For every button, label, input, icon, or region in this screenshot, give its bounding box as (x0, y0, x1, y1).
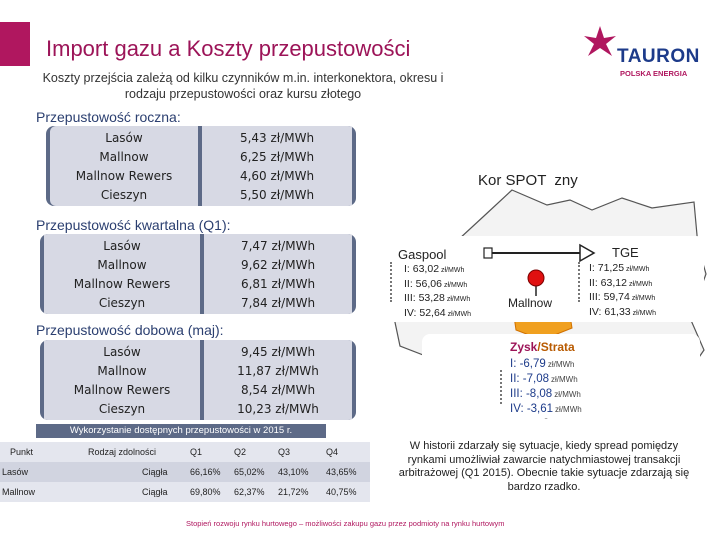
table-row: Mallnow Ciągła 69,80% 62,37% 21,72% 40,7… (0, 482, 370, 502)
usage-table-caption: Wykorzystanie dostępnych przepustowości … (36, 424, 326, 438)
point-name: Mallnow Rewers (73, 276, 171, 291)
table-cell: 43,10% (278, 467, 309, 477)
column-header: Rodzaj zdolności (70, 442, 188, 462)
cost-value: 9,62 zł/MWh (240, 257, 316, 272)
daily-costs: 9,45 zł/MWh 11,87 zł/MWh 8,54 zł/MWh 10,… (204, 340, 352, 420)
profit-loss-card (422, 334, 700, 418)
tauron-logo-mark (584, 26, 616, 56)
logo-subline: POLSKA ENERGIA (620, 69, 688, 78)
table-cell: 62,37% (234, 487, 265, 497)
table-cell: 66,16% (190, 467, 221, 477)
daily-capacity-box: Lasów Mallnow Mallnow Rewers Cieszyn 9,4… (40, 340, 356, 420)
point-name: Mallnow Rewers (75, 168, 173, 183)
accent-bar (0, 22, 30, 66)
annual-capacity-box: Lasów Mallnow Mallnow Rewers Cieszyn 5,4… (46, 126, 356, 206)
quarterly-capacity-label: Przepustowość kwartalna (Q1): (36, 217, 231, 233)
point-name: Lasów (105, 130, 143, 145)
table-cell: Mallnow (2, 487, 36, 497)
table-cell: Ciągła (142, 467, 168, 477)
cost-value: 9,45 zł/MWh (240, 344, 316, 359)
cost-value: 4,60 zł/MWh (239, 168, 315, 183)
annual-capacity-label: Przepustowość roczna: (36, 109, 181, 125)
cost-value: 8,54 zł/MWh (240, 382, 316, 397)
cost-value: 5,43 zł/MWh (239, 130, 315, 145)
tge-title: TGE (612, 245, 639, 260)
tick-decor (500, 370, 507, 404)
point-name: Cieszyn (98, 401, 146, 416)
annual-points: Lasów Mallnow Mallnow Rewers Cieszyn (50, 126, 198, 206)
table-cell: Lasów (2, 467, 29, 477)
column-header: Q4 (324, 442, 370, 462)
cost-value: 5,50 zł/MWh (239, 187, 315, 202)
column-header: Punkt (0, 442, 70, 462)
table-cell: Ciągła (142, 487, 168, 497)
page-title: Import gazu a Koszty przepustowości (46, 36, 411, 61)
column-header: Q1 (188, 442, 232, 462)
table-cell: 69,80% (190, 487, 221, 497)
table-row: Lasów Ciągła 66,16% 65,02% 43,10% 43,65% (0, 462, 370, 482)
tauron-logo: TAURON POLSKA ENERGIA (580, 22, 710, 88)
tge-prices: I: 71,25 zł/MWh II: 63,12 zł/MWh III: 59,7… (589, 262, 656, 318)
daily-capacity-label: Przepustowość dobowa (maj): (36, 322, 224, 338)
table-cell: 65,02% (234, 467, 265, 477)
page-subtitle: Koszty przejścia zależą od kilku czynnik… (42, 71, 444, 101)
logo-wordmark: TAURON (617, 46, 700, 67)
point-name: Mallnow (97, 363, 147, 378)
table-header-row: Punkt Rodzaj zdolności Q1 Q2 Q3 Q4 (0, 442, 370, 462)
daily-points: Lasów Mallnow Mallnow Rewers Cieszyn (44, 340, 200, 420)
table-cell: 40,75% (326, 487, 357, 497)
table-cell: 43,65% (326, 467, 357, 477)
profit-loss-values: I: -6,79 zł/MWh II: -7,08 zł/MWh III: -8,0… (510, 358, 582, 415)
column-header: Q2 (232, 442, 276, 462)
point-name: Mallnow (97, 257, 147, 272)
table-cell: 21,72% (278, 487, 309, 497)
history-note: W historii zdarzały się sytuacje, kiedy … (398, 440, 690, 493)
point-name: Cieszyn (100, 187, 148, 202)
map-pin-icon (527, 269, 545, 296)
cost-value: 11,87 zł/MWh (237, 363, 319, 378)
mallnow-label: Mallnow (508, 296, 553, 310)
point-name: Mallnow (99, 149, 149, 164)
quarterly-costs: 7,47 zł/MWh 9,62 zł/MWh 6,81 zł/MWh 7,84… (204, 234, 352, 314)
point-name: Lasów (103, 344, 141, 359)
quarterly-points: Lasów Mallnow Mallnow Rewers Cieszyn (44, 234, 200, 314)
gaspool-title: Gaspool (398, 247, 447, 262)
gaspool-prices: I: 63,02 zł/MWh II: 56,06 zł/MWh III: 53,2… (404, 263, 471, 319)
map-title: Kor SPOT zny (478, 172, 578, 189)
tick-decor (390, 262, 397, 302)
footer-text: Stopień rozwoju rynku hurtowego – możliw… (186, 519, 505, 528)
tick-decor (578, 262, 585, 302)
quarterly-capacity-box: Lasów Mallnow Mallnow Rewers Cieszyn 7,4… (40, 234, 356, 314)
cost-value: 10,23 zł/MWh (237, 401, 319, 416)
cost-value: 7,84 zł/MWh (240, 295, 316, 310)
point-name: Mallnow Rewers (73, 382, 171, 397)
point-name: Lasów (103, 238, 141, 253)
cost-value: 6,25 zł/MWh (239, 149, 315, 164)
annual-costs: 5,43 zł/MWh 6,25 zł/MWh 4,60 zł/MWh 5,50… (202, 126, 352, 206)
cost-value: 7,47 zł/MWh (240, 238, 316, 253)
point-name: Cieszyn (98, 295, 146, 310)
cost-value: 6,81 zł/MWh (240, 276, 316, 291)
profit-loss-title: Zysk/Strata (510, 340, 575, 354)
column-header: Q3 (276, 442, 324, 462)
flow-arrow-icon (483, 243, 596, 263)
usage-table: Punkt Rodzaj zdolności Q1 Q2 Q3 Q4 Lasów… (0, 442, 370, 502)
